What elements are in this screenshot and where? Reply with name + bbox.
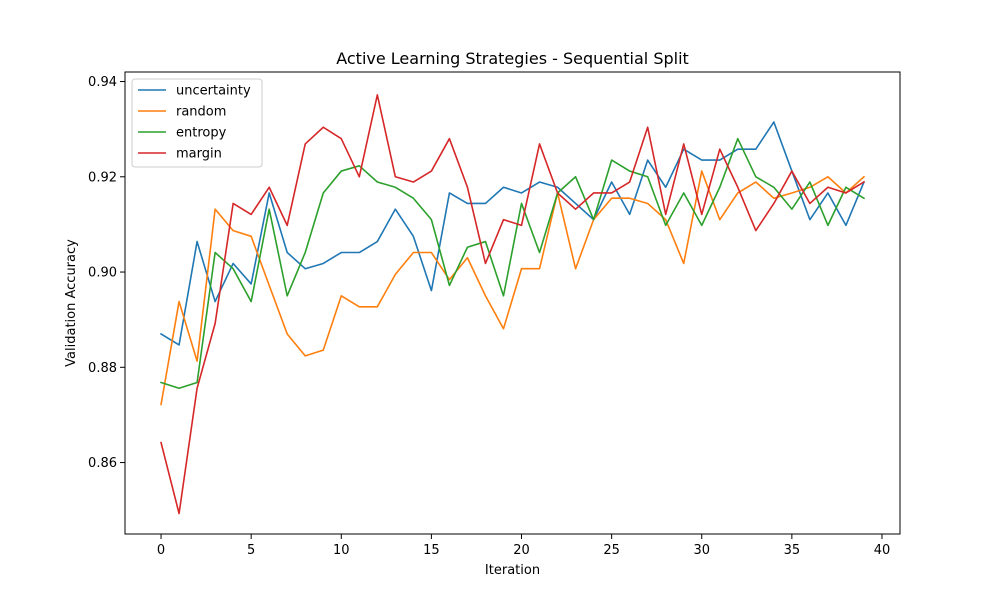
x-tick-label: 25 [603, 543, 620, 558]
series-line-random [160, 170, 866, 406]
x-axis-label: Iteration [485, 563, 540, 578]
legend-label-uncertainty: uncertainty [176, 84, 251, 99]
x-axis-ticks: 0 5 10 15 20 25 30 35 40 [157, 534, 890, 558]
x-tick-label: 0 [157, 543, 165, 558]
legend-label-margin: margin [176, 147, 222, 162]
y-axis-ticks: 0.86 0.88 0.90 0.92 0.94 [88, 75, 125, 471]
series-line-margin [160, 94, 866, 515]
y-tick-label: 0.86 [88, 456, 117, 471]
plot-frame [124, 71, 901, 535]
x-tick-label: 40 [874, 543, 891, 558]
x-tick-label: 10 [333, 543, 350, 558]
y-tick-label: 0.92 [88, 170, 117, 185]
x-tick-label: 35 [784, 543, 801, 558]
legend-label-random: random [176, 105, 226, 120]
x-tick-label: 20 [513, 543, 530, 558]
y-tick-label: 0.88 [88, 361, 117, 376]
series-lines [159, 94, 866, 515]
y-tick-label: 0.90 [88, 266, 117, 281]
series-line-entropy [160, 137, 866, 390]
chart-title: Active Learning Strategies - Sequential … [336, 49, 689, 68]
x-tick-label: 30 [693, 543, 710, 558]
legend: uncertainty random entropy margin [131, 78, 263, 168]
legend-label-entropy: entropy [176, 126, 227, 141]
x-tick-label: 15 [423, 543, 440, 558]
legend-frame [131, 78, 263, 168]
x-tick-label: 5 [247, 543, 255, 558]
series-line-uncertainty [159, 121, 865, 346]
y-tick-label: 0.94 [88, 75, 117, 90]
y-axis-label: Validation Accuracy [64, 239, 79, 367]
